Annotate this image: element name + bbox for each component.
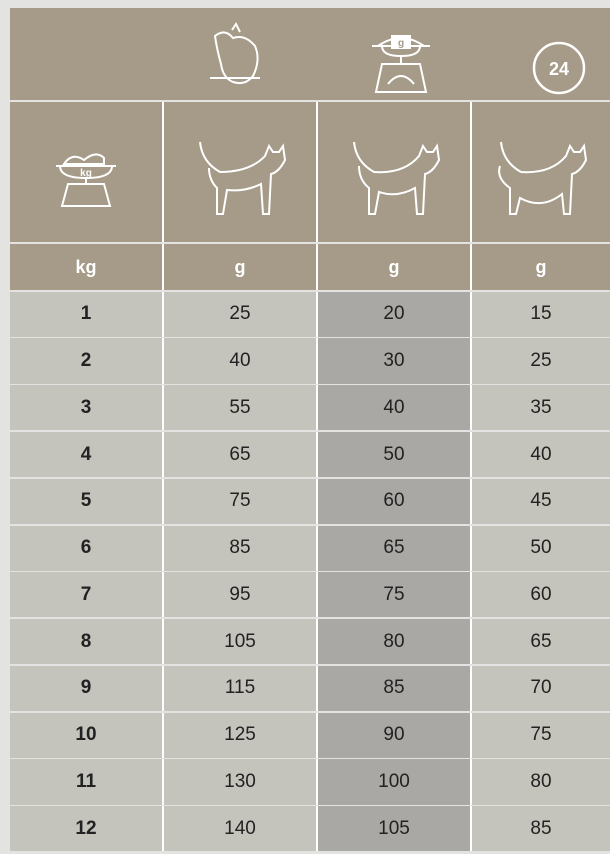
weight-cell: 11 bbox=[10, 759, 162, 804]
thin-cat-icon bbox=[190, 122, 290, 222]
header-band: g 24 bbox=[10, 8, 610, 100]
amount-cell: 25 bbox=[472, 338, 610, 383]
amount-cell: 130 bbox=[164, 759, 316, 804]
heavy-cat-cell bbox=[472, 102, 610, 242]
cat-eating-icon bbox=[210, 24, 260, 83]
cat-icons-row: kg bbox=[10, 102, 610, 242]
amount-cell: 65 bbox=[164, 432, 316, 477]
weight-cell: 3 bbox=[10, 385, 162, 430]
amount-cell: 65 bbox=[318, 526, 470, 571]
amount-cell: 40 bbox=[318, 385, 470, 430]
cat-scale-label: kg bbox=[80, 168, 92, 179]
amount-cell: 85 bbox=[472, 806, 610, 851]
heavy-cat-icon bbox=[491, 122, 591, 222]
weight-cell: 12 bbox=[10, 806, 162, 851]
unit-header: g bbox=[318, 244, 470, 290]
weight-cell: 10 bbox=[10, 713, 162, 758]
amount-cell: 60 bbox=[318, 479, 470, 524]
amount-cell: 40 bbox=[472, 432, 610, 477]
cat-scale-icon: kg bbox=[46, 132, 126, 212]
thin-cat-cell bbox=[164, 102, 316, 242]
scale-label: g bbox=[398, 38, 404, 49]
weight-cell: 4 bbox=[10, 432, 162, 477]
amount-cell: 35 bbox=[472, 385, 610, 430]
amount-cell: 115 bbox=[164, 666, 316, 711]
amount-cell: 50 bbox=[318, 432, 470, 477]
scale-icon: g bbox=[372, 36, 430, 92]
weight-cell: 8 bbox=[10, 619, 162, 664]
amount-cell: 125 bbox=[164, 713, 316, 758]
page: g 24 kg kggg bbox=[0, 0, 610, 854]
unit-header: kg bbox=[10, 244, 162, 290]
ideal-cat-cell bbox=[318, 102, 470, 242]
clock-label: 24 bbox=[549, 59, 569, 79]
amount-cell: 60 bbox=[472, 572, 610, 617]
amount-cell: 85 bbox=[164, 526, 316, 571]
weight-cell: 1 bbox=[10, 292, 162, 337]
amount-cell: 50 bbox=[472, 526, 610, 571]
cat-scale-cell: kg bbox=[10, 102, 162, 242]
amount-cell: 100 bbox=[318, 759, 470, 804]
weight-cell: 6 bbox=[10, 526, 162, 571]
amount-cell: 25 bbox=[164, 292, 316, 337]
unit-header: g bbox=[472, 244, 610, 290]
ideal-cat-icon bbox=[344, 122, 444, 222]
amount-cell: 95 bbox=[164, 572, 316, 617]
amount-cell: 140 bbox=[164, 806, 316, 851]
amount-cell: 85 bbox=[318, 666, 470, 711]
header-icons: g 24 bbox=[10, 8, 610, 100]
weight-cell: 9 bbox=[10, 666, 162, 711]
clock-icon: 24 bbox=[534, 43, 584, 93]
unit-header: g bbox=[164, 244, 316, 290]
amount-cell: 105 bbox=[164, 619, 316, 664]
weight-cell: 7 bbox=[10, 572, 162, 617]
amount-cell: 75 bbox=[164, 479, 316, 524]
weight-cell: 2 bbox=[10, 338, 162, 383]
weight-cell: 5 bbox=[10, 479, 162, 524]
amount-cell: 45 bbox=[472, 479, 610, 524]
amount-cell: 55 bbox=[164, 385, 316, 430]
amount-cell: 80 bbox=[318, 619, 470, 664]
amount-cell: 70 bbox=[472, 666, 610, 711]
amount-cell: 80 bbox=[472, 759, 610, 804]
amount-cell: 40 bbox=[164, 338, 316, 383]
amount-cell: 15 bbox=[472, 292, 610, 337]
amount-cell: 75 bbox=[318, 572, 470, 617]
amount-cell: 75 bbox=[472, 713, 610, 758]
amount-cell: 90 bbox=[318, 713, 470, 758]
amount-cell: 105 bbox=[318, 806, 470, 851]
amount-cell: 65 bbox=[472, 619, 610, 664]
amount-cell: 30 bbox=[318, 338, 470, 383]
amount-cell: 20 bbox=[318, 292, 470, 337]
